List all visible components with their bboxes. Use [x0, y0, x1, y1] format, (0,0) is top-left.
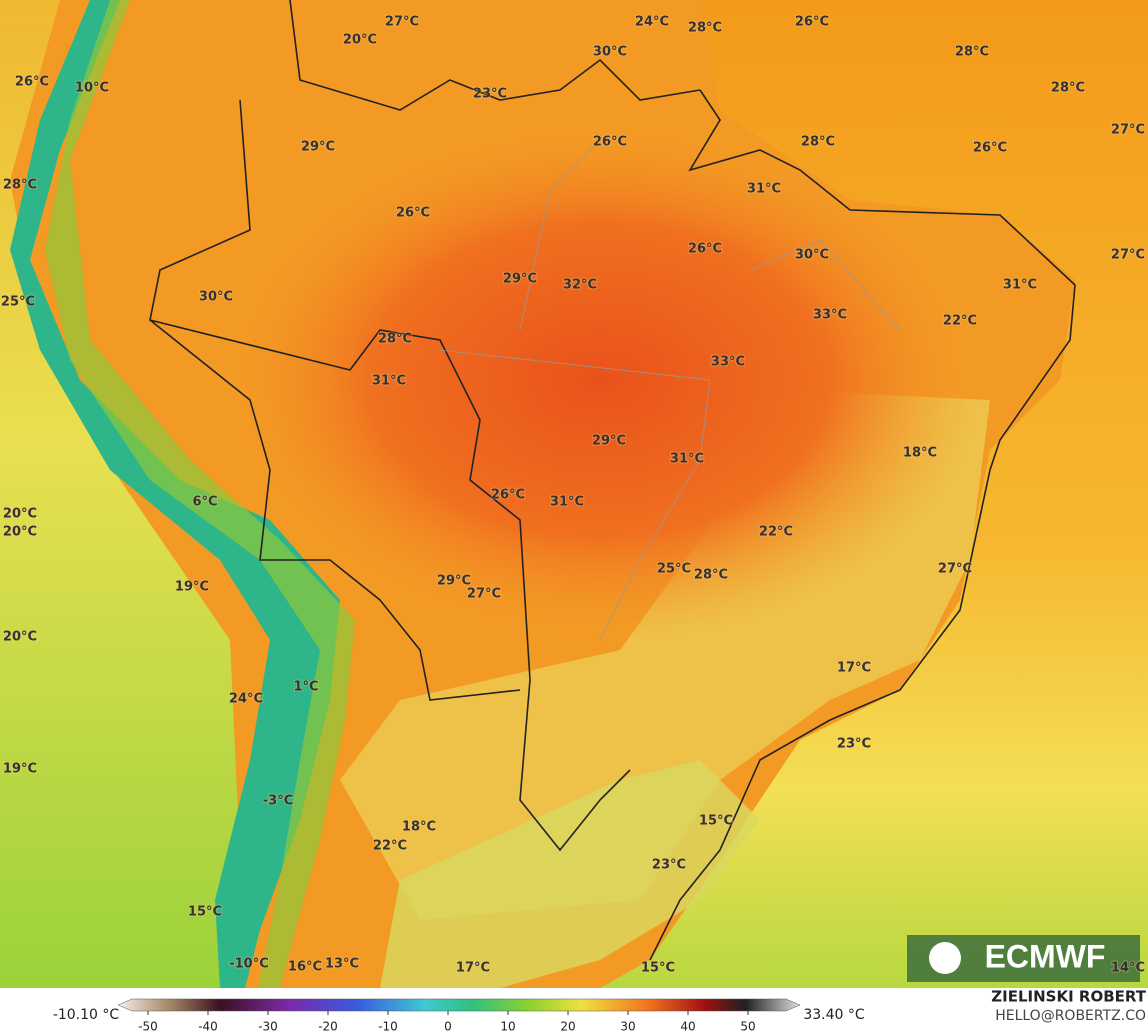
colorbar-tick-label: 10: [500, 1020, 515, 1034]
temperature-label: 6°C: [192, 495, 217, 510]
temperature-label: 17°C: [456, 961, 490, 976]
temperature-label: 16°C: [288, 960, 322, 975]
credit-author: ZIELINSKI ROBERT: [991, 988, 1146, 1006]
borders: [149, 0, 1076, 961]
colorbar-tick-label: 0: [444, 1020, 452, 1034]
temperature-label: 26°C: [15, 75, 49, 90]
temperature-label: 27°C: [938, 562, 972, 577]
temperature-label: 23°C: [473, 87, 507, 102]
temperature-label: 31°C: [1003, 278, 1037, 293]
temperature-label: 17°C: [837, 661, 871, 676]
temperature-label: 30°C: [593, 45, 627, 60]
colorbar-tick-label: -10: [378, 1020, 398, 1034]
temperature-label: 20°C: [3, 525, 37, 540]
temperature-label: 28°C: [378, 332, 412, 347]
temperature-label: 22°C: [373, 839, 407, 854]
temperature-label: 28°C: [801, 135, 835, 150]
temperature-label: 15°C: [188, 905, 222, 920]
temperature-label: 24°C: [635, 15, 669, 30]
colorbar-tick-label: 30: [620, 1020, 635, 1034]
temperature-label: 27°C: [467, 587, 501, 602]
temperature-label: 18°C: [903, 446, 937, 461]
colorbar-tick-label: -20: [318, 1020, 338, 1034]
temperature-label: -10°C: [229, 957, 269, 972]
colorbar-tick-label: -40: [198, 1020, 218, 1034]
temperature-label: 33°C: [711, 355, 745, 370]
temperature-label: 31°C: [670, 452, 704, 467]
temperature-label: -3°C: [263, 794, 293, 809]
temperature-label: 15°C: [699, 814, 733, 829]
temperature-label: 27°C: [1111, 248, 1145, 263]
temperature-label: 25°C: [1, 295, 35, 310]
temperature-label: 29°C: [437, 574, 471, 589]
temperature-label: 13°C: [325, 957, 359, 972]
temperature-label: 26°C: [973, 141, 1007, 156]
temperature-label: 28°C: [694, 568, 728, 583]
temperature-label: 26°C: [396, 206, 430, 221]
temperature-label: 18°C: [402, 820, 436, 835]
colorbar-tick-label: -30: [258, 1020, 278, 1034]
temperature-label: 20°C: [343, 33, 377, 48]
temperature-label: 27°C: [385, 15, 419, 30]
temperature-label: 26°C: [795, 15, 829, 30]
temperature-label: 19°C: [3, 762, 37, 777]
temperature-label: 22°C: [943, 314, 977, 329]
temperature-label: 33°C: [813, 308, 847, 323]
temperature-label: 25°C: [657, 562, 691, 577]
state-lines: [439, 139, 901, 641]
temperature-label: 20°C: [3, 507, 37, 522]
temperature-label: 29°C: [592, 434, 626, 449]
south-region: [380, 760, 760, 988]
temperature-label: 19°C: [175, 580, 209, 595]
temperature-label: 28°C: [1051, 81, 1085, 96]
heat-core: [220, 120, 980, 640]
logo-icon: [929, 942, 961, 974]
colorbar-max: 33.40 °C: [803, 1007, 865, 1023]
temperature-label: 31°C: [747, 182, 781, 197]
temperature-label: 32°C: [563, 278, 597, 293]
temperature-label: 23°C: [837, 737, 871, 752]
temperature-label: 30°C: [795, 248, 829, 263]
logo-text: ECMWF: [985, 938, 1106, 974]
temperature-label: 14°C: [1111, 961, 1145, 976]
temperature-label: 28°C: [688, 21, 722, 36]
temperature-label: 27°C: [1111, 123, 1145, 138]
temperature-label: 29°C: [503, 272, 537, 287]
colorbar-tick-label: 40: [680, 1020, 695, 1034]
temperature-label: 29°C: [301, 140, 335, 155]
colorbar: [117, 998, 801, 1012]
temperature-label: 28°C: [955, 45, 989, 60]
colorbar-min: -10.10 °C: [53, 1007, 120, 1023]
temperature-label: 15°C: [641, 961, 675, 976]
temperature-label: 26°C: [688, 242, 722, 257]
colorbar-tick-label: 50: [740, 1020, 755, 1034]
temperature-label: 10°C: [75, 81, 109, 96]
temperature-label: 24°C: [229, 692, 263, 707]
temperature-label: 1°C: [293, 680, 318, 695]
temperature-label: 22°C: [759, 525, 793, 540]
temperature-label: 23°C: [652, 858, 686, 873]
colorbar-tick-label: -50: [138, 1020, 158, 1034]
temperature-label: 26°C: [491, 488, 525, 503]
temperature-label: 28°C: [3, 178, 37, 193]
temperature-label: 31°C: [550, 495, 584, 510]
colorbar-tick-label: 20: [560, 1020, 575, 1034]
temperature-label: 30°C: [199, 290, 233, 305]
temperature-label: 31°C: [372, 374, 406, 389]
andes-slopes: [45, 0, 355, 988]
temperature-label: 20°C: [3, 630, 37, 645]
temperature-label: 26°C: [593, 135, 627, 150]
footer: [0, 988, 1148, 1035]
credit-email: HELLO@ROBERTZ.CO: [995, 1008, 1146, 1024]
